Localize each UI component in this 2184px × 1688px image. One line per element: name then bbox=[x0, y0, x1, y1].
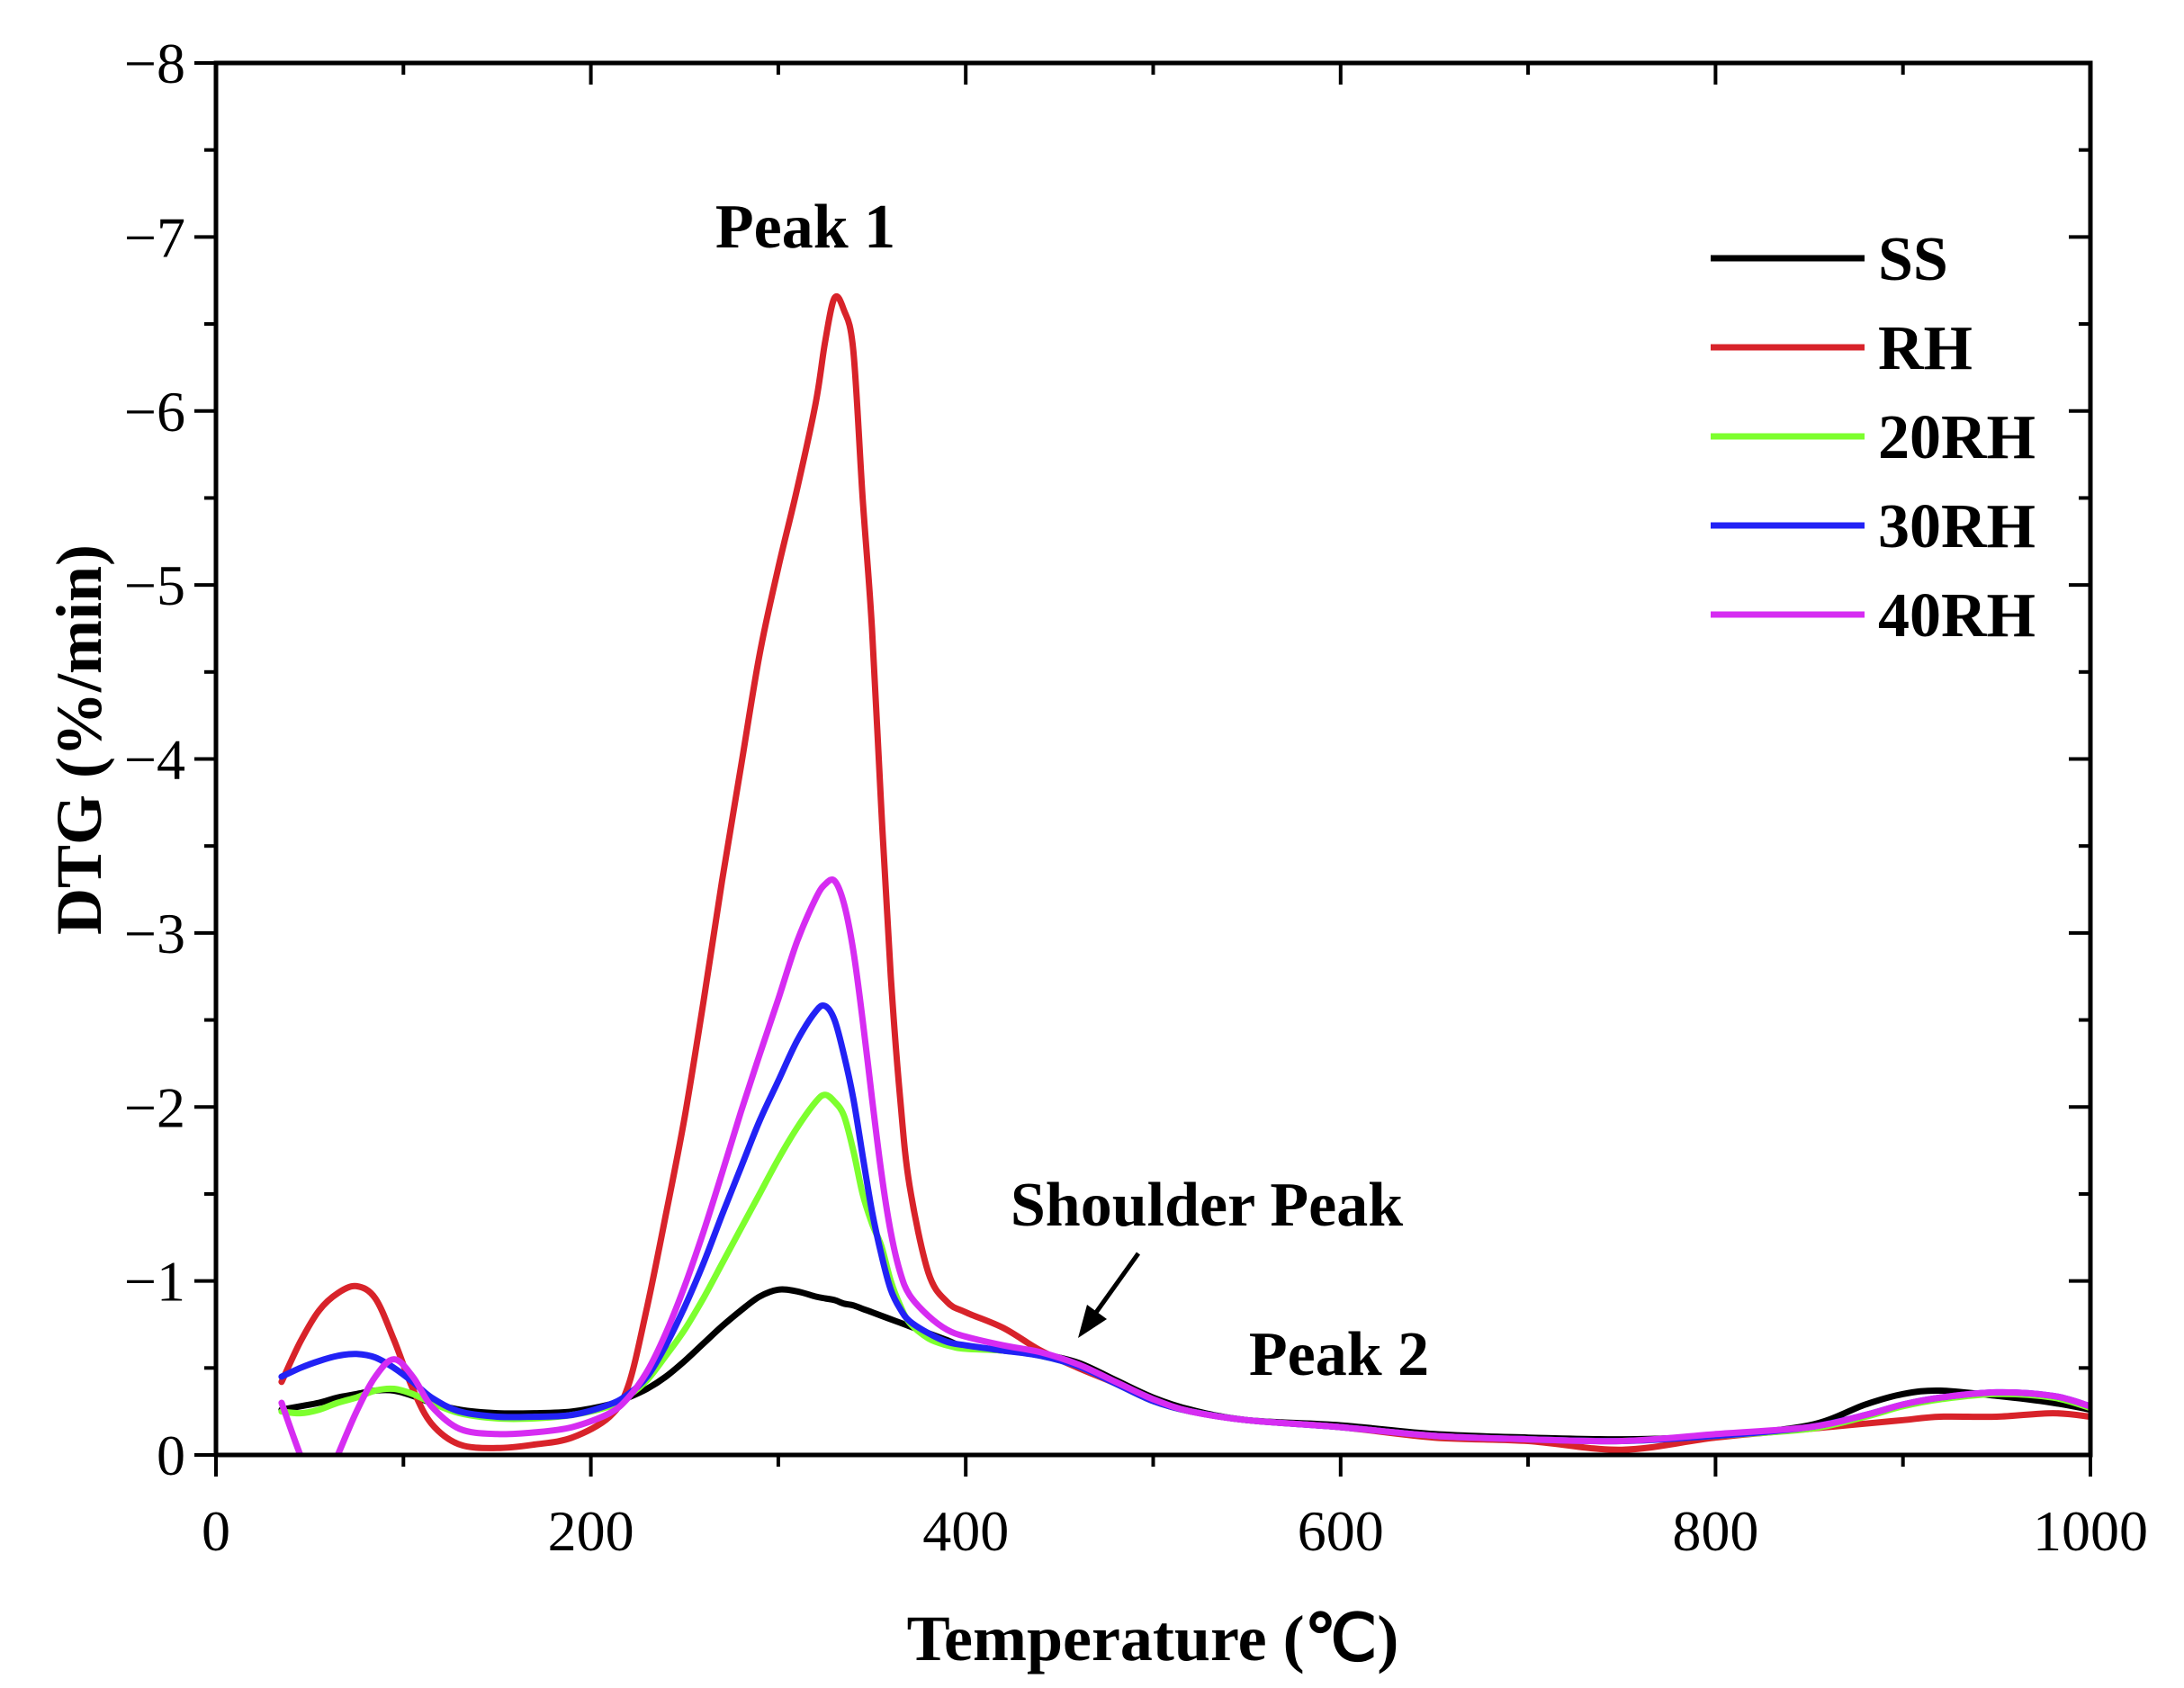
x-tick-label-400: 400 bbox=[922, 1499, 1009, 1563]
y-tick-label-1: −1 bbox=[124, 1250, 185, 1314]
axes-layer: 0 200 400 600 800 1000 0 −1 −2 −3 −4 −5 −6 −7 −8 bbox=[124, 31, 2148, 1563]
x-tick-label-1000: 1000 bbox=[2033, 1499, 2148, 1563]
legend-label-40rh: 40RH bbox=[1878, 581, 2036, 651]
shoulder-peak-arrow bbox=[1078, 1252, 1141, 1338]
arrow-head bbox=[1078, 1305, 1107, 1338]
y-tick-label-0: 0 bbox=[157, 1423, 185, 1487]
y-tick-label-4: −4 bbox=[124, 728, 185, 792]
legend: SS RH 20RH 30RH 40RH bbox=[1711, 225, 2036, 651]
legend-label-30rh: 30RH bbox=[1878, 492, 2036, 561]
y-tick-label-5: −5 bbox=[124, 553, 185, 617]
annotation-peak-2: Peak 2 bbox=[1249, 1320, 1429, 1389]
legend-label-20rh: 20RH bbox=[1878, 403, 2036, 472]
x-tick-label-0: 0 bbox=[202, 1499, 230, 1563]
y-tick-label-7: −7 bbox=[124, 205, 185, 269]
arrow-shaft bbox=[1088, 1252, 1141, 1322]
series-layer bbox=[278, 292, 2090, 1455]
y-tick-label-3: −3 bbox=[124, 902, 185, 965]
annotation-peak-1: Peak 1 bbox=[715, 193, 895, 262]
x-tick-label-800: 800 bbox=[1672, 1499, 1758, 1563]
x-axis-title: Temperature (℃) bbox=[907, 1603, 1399, 1675]
legend-label-rh: RH bbox=[1878, 314, 1973, 383]
y-tick-label-2: −2 bbox=[124, 1075, 185, 1139]
series-line-40rh bbox=[278, 876, 2090, 1455]
annotation-shoulder-peak: Shoulder Peak bbox=[1011, 1171, 1403, 1240]
y-tick-label-8: −8 bbox=[124, 31, 185, 95]
x-tick-label-200: 200 bbox=[548, 1499, 634, 1563]
legend-label-ss: SS bbox=[1878, 225, 1948, 294]
x-tick-label-600: 600 bbox=[1298, 1499, 1384, 1563]
y-axis-title: DTG (%/min) bbox=[43, 544, 115, 935]
y-tick-label-6: −6 bbox=[124, 380, 185, 444]
